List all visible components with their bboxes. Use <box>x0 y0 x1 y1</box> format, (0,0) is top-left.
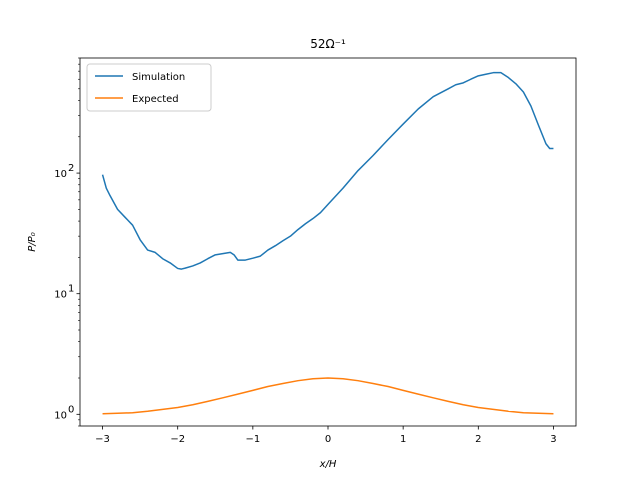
x-tick-label: 2 <box>475 434 481 445</box>
legend-label-expected: Expected <box>132 94 179 105</box>
x-tick-label: 3 <box>550 434 556 445</box>
y-tick-exponent: 0 <box>68 404 74 415</box>
plot-area <box>101 71 554 415</box>
y-tick-label: 10 <box>54 290 67 301</box>
y-tick-exponent: 1 <box>68 284 74 295</box>
x-tick-label: 0 <box>325 434 331 445</box>
x-tick-label: −2 <box>170 434 185 445</box>
legend-label-simulation: Simulation <box>132 72 185 83</box>
y-axis-label: P/P₀ <box>27 232 38 251</box>
legend: Simulation Expected <box>86 63 212 112</box>
x-axis: −3 −2 −1 0 1 2 3 <box>95 426 557 445</box>
x-tick-label: 1 <box>400 434 406 445</box>
y-tick-label: 10 <box>54 410 67 421</box>
series-line-simulation <box>101 71 554 270</box>
y-tick-label: 10 <box>54 169 67 180</box>
y-tick-exponent: 2 <box>68 163 74 174</box>
x-tick-label: −3 <box>95 434 110 445</box>
x-axis-label: x/H <box>319 459 337 470</box>
chart-title: 52Ω⁻¹ <box>310 37 346 51</box>
x-tick-label: −1 <box>245 434 260 445</box>
plot-frame <box>79 57 577 427</box>
series-line-expected <box>102 377 554 415</box>
